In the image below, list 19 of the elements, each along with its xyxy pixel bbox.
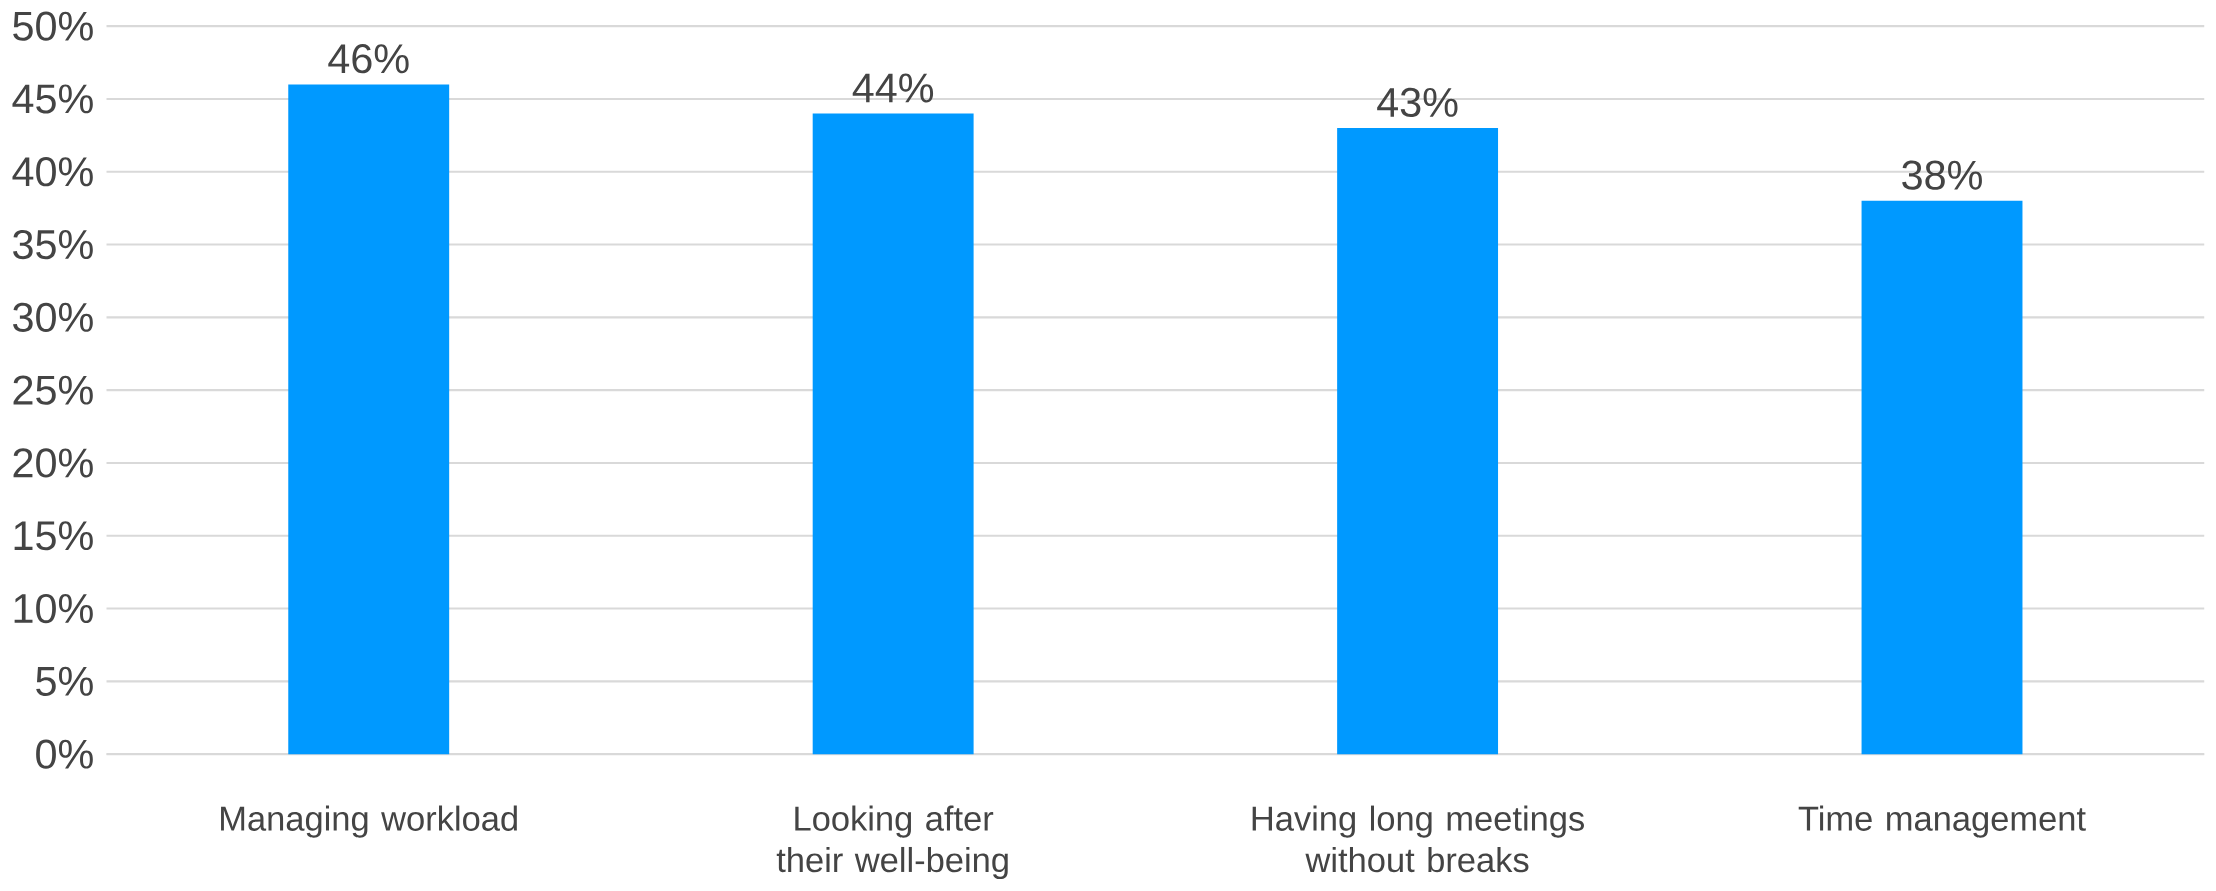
- y-tick-label: 40%: [12, 157, 93, 187]
- x-tick-label: Having long meetings without breaks: [1252, 805, 1584, 873]
- x-tick-label: Time management: [1798, 805, 2086, 838]
- y-tick-label: 0%: [36, 739, 93, 769]
- y-tick-label: 5%: [36, 666, 93, 697]
- x-tick-label: Looking after their well-being: [776, 805, 1008, 880]
- y-tick-label: 50%: [13, 11, 93, 41]
- y-tick-label: 15%: [14, 521, 93, 551]
- y-tick-label: 25%: [13, 375, 93, 405]
- y-tick-label: 20%: [13, 448, 93, 478]
- y-tick-label: 35%: [13, 230, 93, 260]
- y-tick-label: 30%: [13, 302, 93, 333]
- data-label: 38%: [1902, 160, 1982, 191]
- y-tick-label: 10%: [14, 594, 93, 624]
- data-label: 44%: [852, 73, 934, 103]
- data-label: 46%: [328, 44, 409, 74]
- x-tick-label: Managing workload: [221, 805, 517, 838]
- y-tick-label: 45%: [12, 84, 93, 114]
- data-label: 43%: [1377, 87, 1458, 118]
